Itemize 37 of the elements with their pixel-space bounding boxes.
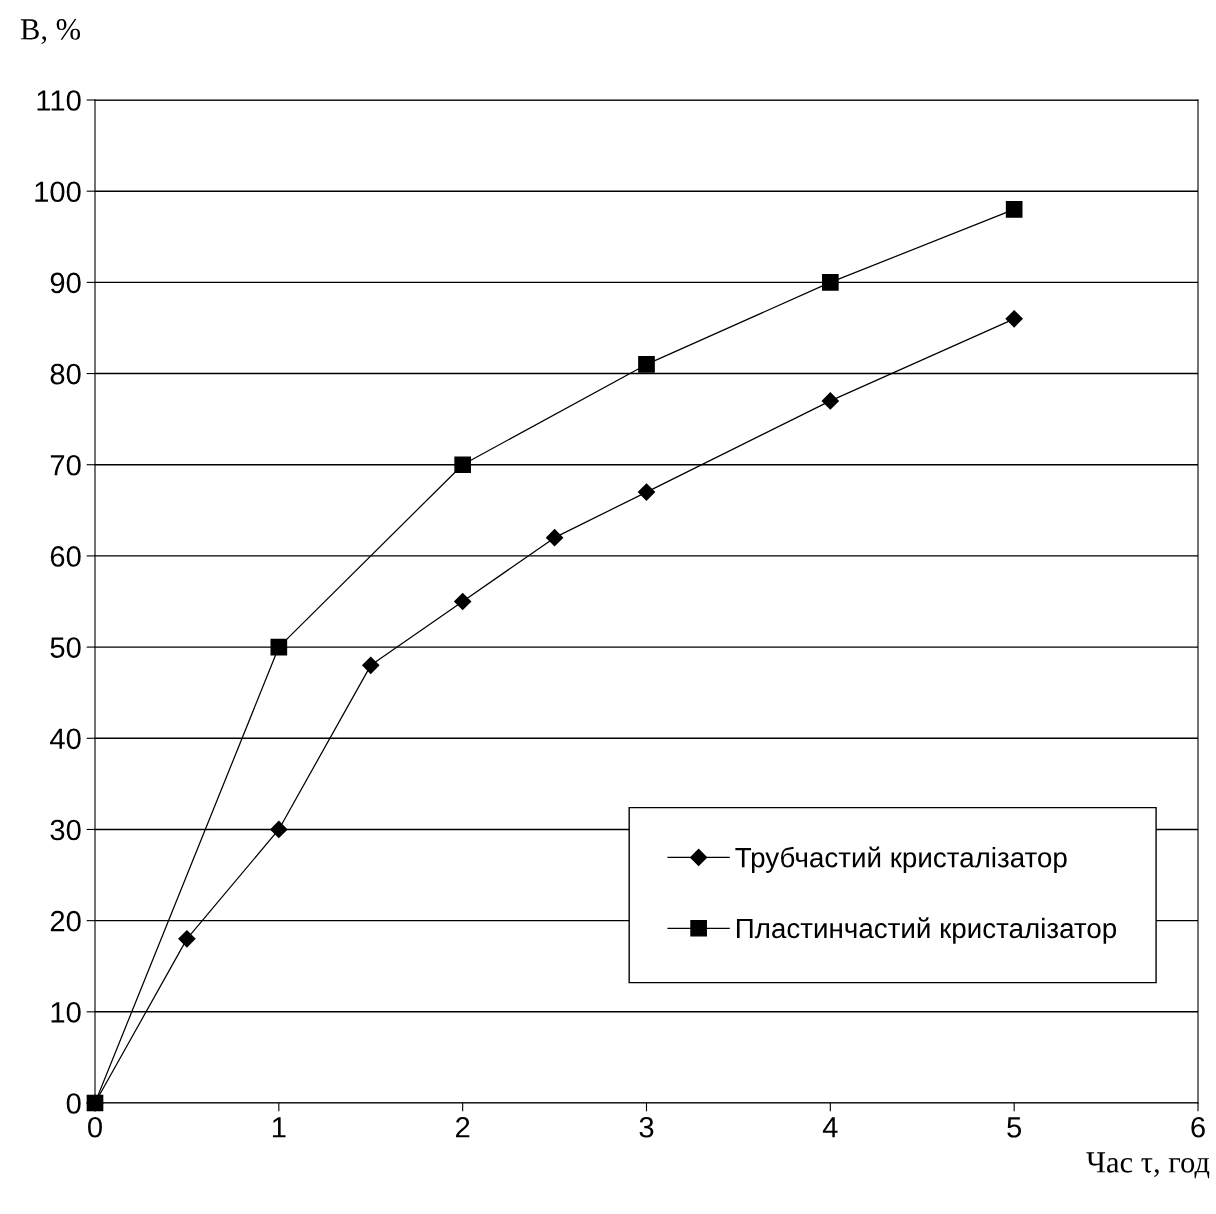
- y-tick-label: 30: [50, 819, 81, 841]
- y-tick-label: 110: [37, 90, 81, 111]
- x-tick-label: 3: [639, 1116, 654, 1138]
- y-tick-label: 0: [66, 1093, 81, 1114]
- x-tick-label: 6: [1191, 1116, 1205, 1138]
- x-tick-label: 5: [1007, 1117, 1022, 1138]
- y-tick-label: 80: [50, 363, 81, 385]
- y-tick-label: 90: [50, 272, 81, 294]
- y-tick-label: 20: [50, 910, 81, 932]
- point: [821, 392, 839, 410]
- point: [821, 274, 839, 291]
- legend-label: Трубчастий кристалізатор: [735, 846, 1067, 873]
- point: [86, 1094, 104, 1112]
- point: [178, 930, 196, 948]
- point: [1005, 310, 1023, 328]
- y-tick-label: 100: [35, 181, 81, 203]
- point: [546, 529, 564, 547]
- y-tick-label: 60: [50, 546, 81, 567]
- x-tick-label: 0: [88, 1116, 102, 1138]
- point: [638, 356, 655, 373]
- x-tick-label: 2: [456, 1116, 470, 1138]
- point: [454, 592, 472, 611]
- point: [637, 483, 656, 501]
- y-tick-label: 40: [50, 728, 81, 750]
- point: [270, 638, 288, 656]
- legend-label: Пластинчастий кристалізатор: [736, 917, 1117, 944]
- point: [362, 656, 380, 674]
- y-tick-label: 10: [51, 1002, 81, 1023]
- point: [270, 820, 288, 839]
- y-tick-label: 50: [50, 637, 81, 658]
- x-tick-label: 1: [272, 1117, 286, 1138]
- x-tick-label: 4: [822, 1117, 838, 1138]
- point: [1005, 201, 1023, 218]
- y-axis-title: В, %: [20, 19, 81, 45]
- x-axis-title: Час τ, год: [1086, 1152, 1210, 1179]
- point: [454, 456, 472, 474]
- y-tick-label: 70: [50, 454, 81, 476]
